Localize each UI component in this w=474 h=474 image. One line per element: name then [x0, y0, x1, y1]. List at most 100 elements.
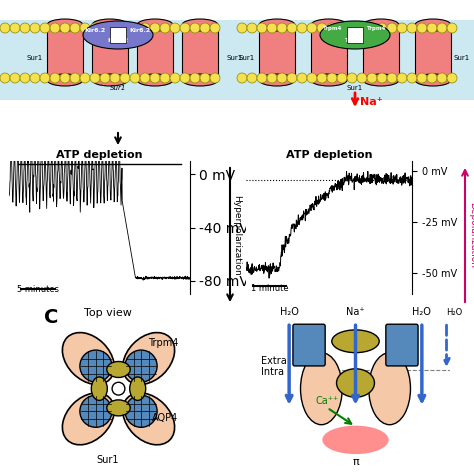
Ellipse shape [92, 19, 128, 31]
Circle shape [0, 23, 10, 33]
Text: Na⁺: Na⁺ [360, 97, 383, 107]
Circle shape [287, 73, 297, 83]
Bar [182, 25, 218, 80]
Text: Kir6.2: Kir6.2 [129, 28, 151, 33]
Ellipse shape [182, 74, 218, 86]
Circle shape [100, 73, 110, 83]
Circle shape [140, 73, 150, 83]
Text: Depolarization: Depolarization [468, 202, 474, 268]
Circle shape [417, 73, 427, 83]
Ellipse shape [123, 333, 174, 384]
Ellipse shape [415, 19, 451, 31]
Ellipse shape [369, 353, 410, 425]
Ellipse shape [332, 330, 379, 353]
Circle shape [90, 73, 100, 83]
Ellipse shape [123, 393, 174, 445]
Circle shape [317, 73, 327, 83]
Ellipse shape [91, 377, 107, 401]
Text: AQP4: AQP4 [152, 413, 179, 423]
Circle shape [387, 73, 397, 83]
Text: H₂O: H₂O [280, 307, 299, 317]
Bar [47, 25, 83, 80]
Ellipse shape [259, 19, 295, 31]
Circle shape [20, 23, 30, 33]
Circle shape [397, 23, 407, 33]
FancyBboxPatch shape [386, 324, 418, 366]
Circle shape [437, 23, 447, 33]
Circle shape [60, 23, 70, 33]
Circle shape [317, 23, 327, 33]
Ellipse shape [311, 19, 347, 31]
Circle shape [237, 73, 247, 83]
Bar [137, 25, 173, 80]
Ellipse shape [63, 393, 114, 445]
Circle shape [407, 23, 417, 33]
Circle shape [150, 73, 160, 83]
Circle shape [100, 23, 110, 33]
Circle shape [427, 73, 437, 83]
Circle shape [125, 350, 157, 382]
Circle shape [80, 23, 90, 33]
Text: π: π [352, 456, 359, 466]
FancyBboxPatch shape [293, 324, 325, 366]
Circle shape [0, 73, 10, 83]
Ellipse shape [83, 21, 153, 49]
Circle shape [327, 73, 337, 83]
Circle shape [110, 73, 120, 83]
Circle shape [277, 73, 287, 83]
Circle shape [30, 73, 40, 83]
Circle shape [267, 23, 277, 33]
Circle shape [120, 23, 130, 33]
Circle shape [427, 23, 437, 33]
Circle shape [70, 73, 80, 83]
Ellipse shape [137, 19, 173, 31]
Text: Intra: Intra [261, 367, 284, 377]
Circle shape [377, 23, 387, 33]
Ellipse shape [259, 74, 295, 86]
Ellipse shape [363, 74, 399, 86]
Text: Kir6.2: Kir6.2 [84, 28, 106, 33]
Circle shape [357, 73, 367, 83]
Ellipse shape [63, 333, 114, 384]
Circle shape [180, 23, 190, 33]
Text: Top view: Top view [84, 308, 132, 318]
Circle shape [297, 23, 307, 33]
Circle shape [347, 73, 357, 83]
Bar [110, 27, 126, 43]
Ellipse shape [92, 74, 128, 86]
Bar [311, 25, 347, 80]
Text: Trpm4: Trpm4 [346, 38, 365, 43]
Circle shape [140, 23, 150, 33]
Text: Trpm4: Trpm4 [148, 338, 179, 348]
Circle shape [60, 73, 70, 83]
Circle shape [367, 73, 377, 83]
Text: Sur1: Sur1 [110, 85, 126, 91]
Text: 5 minutes: 5 minutes [17, 285, 59, 294]
Circle shape [307, 73, 317, 83]
Ellipse shape [301, 353, 342, 425]
Circle shape [180, 73, 190, 83]
Ellipse shape [47, 19, 83, 31]
Text: Sur1: Sur1 [347, 85, 363, 91]
Circle shape [210, 23, 220, 33]
Circle shape [170, 23, 180, 33]
Text: Na⁺: Na⁺ [346, 307, 365, 317]
Ellipse shape [322, 426, 389, 454]
Bar [363, 25, 399, 80]
Circle shape [357, 23, 367, 33]
Circle shape [160, 73, 170, 83]
Ellipse shape [363, 19, 399, 31]
Circle shape [257, 73, 267, 83]
Ellipse shape [182, 19, 218, 31]
Circle shape [397, 73, 407, 83]
Text: Hyperpolarization: Hyperpolarization [232, 195, 241, 275]
Bar [347, 27, 363, 43]
Circle shape [30, 23, 40, 33]
Circle shape [247, 73, 257, 83]
Ellipse shape [130, 377, 146, 401]
Circle shape [367, 23, 377, 33]
Circle shape [267, 73, 277, 83]
Text: Sur1: Sur1 [27, 55, 43, 61]
Circle shape [50, 73, 60, 83]
Circle shape [150, 23, 160, 33]
